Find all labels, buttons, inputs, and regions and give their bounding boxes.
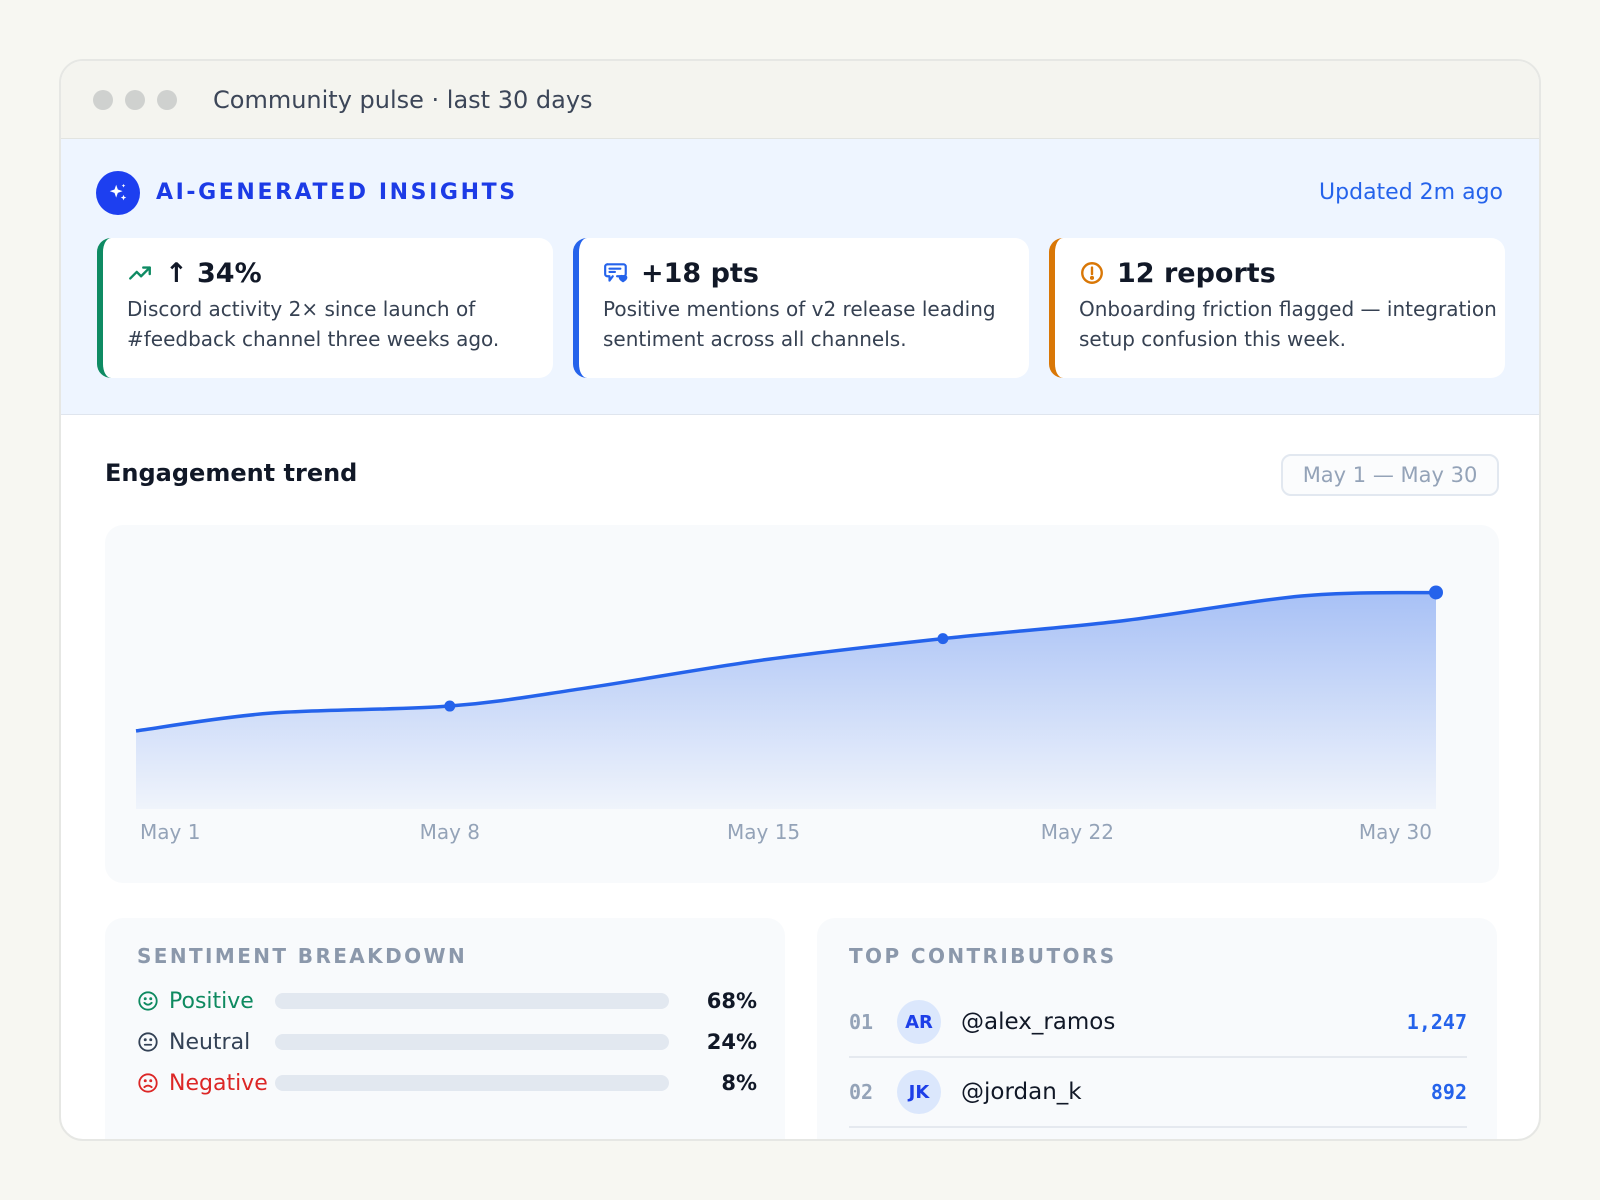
- insight-card-sentiment[interactable]: +18 pts Positive mentions of v2 release …: [573, 238, 1029, 378]
- contributor-handle[interactable]: @alex_ramos: [961, 1009, 1116, 1035]
- sentiment-row-positive: Positive 68%: [137, 986, 757, 1016]
- engagement-line: [135, 590, 1437, 733]
- contributor-count: 892: [1430, 1080, 1467, 1104]
- data-point-may-30[interactable]: [1429, 585, 1443, 600]
- insight-card-activity[interactable]: ↑ 34% Discord activity 2× since launch o…: [97, 238, 553, 378]
- contributor-count: 1,247: [1406, 1010, 1467, 1034]
- engagement-chart-svg: May 1 May 8 May 15 May 22 May 30: [135, 585, 1443, 844]
- date-range-picker[interactable]: May 1 — May 30: [1281, 454, 1499, 496]
- x-tick-label: May 15: [727, 820, 800, 844]
- insight-value: +18 pts: [641, 257, 759, 289]
- insight-text: Onboarding friction flagged — integratio…: [1079, 297, 1497, 351]
- chat-heart-icon: [603, 260, 629, 286]
- updated-timestamp: Updated 2m ago: [1319, 180, 1503, 205]
- sentiment-label: Positive: [169, 988, 254, 1014]
- sentiment-bar-track: [275, 1075, 669, 1091]
- window-minimize-button[interactable]: [125, 89, 145, 110]
- x-tick-label: May 30: [1359, 820, 1432, 844]
- window-title: Community pulse · last 30 days: [213, 85, 593, 114]
- sentiment-row-neutral: Neutral 24%: [137, 1027, 757, 1057]
- contributor-rank: 01: [849, 1010, 874, 1034]
- trending-up-icon: [127, 260, 153, 286]
- data-point-may-8[interactable]: [444, 700, 456, 712]
- frown-icon: [137, 1072, 159, 1094]
- contributor-rank: 02: [849, 1080, 874, 1104]
- contributors-title: TOP CONTRIBUTORS: [849, 944, 1117, 968]
- sentiment-title: SENTIMENT BREAKDOWN: [137, 944, 468, 968]
- engagement-area: [136, 592, 1436, 809]
- contributor-row[interactable]: 01 AR @alex_ramos 1,247: [849, 988, 1467, 1058]
- sentiment-row-negative: Negative 8%: [137, 1068, 757, 1098]
- x-tick-label: May 22: [1041, 820, 1114, 844]
- insights-section: AI-GENERATED INSIGHTS Updated 2m ago ↑ 3…: [61, 139, 1539, 415]
- engagement-chart: May 1 May 8 May 15 May 22 May 30: [105, 525, 1499, 883]
- engagement-trend-title: Engagement trend: [105, 459, 358, 487]
- insight-text: Positive mentions of v2 release leading …: [603, 297, 996, 351]
- x-tick-label: May 8: [420, 820, 480, 844]
- sentiment-label: Neutral: [169, 1029, 251, 1055]
- insight-value: 12 reports: [1117, 257, 1276, 289]
- title-bar: Community pulse · last 30 days: [61, 61, 1539, 139]
- window-maximize-button[interactable]: [157, 89, 177, 110]
- x-tick-label: May 1: [140, 820, 200, 844]
- smile-icon: [137, 990, 159, 1012]
- sentiment-panel: SENTIMENT BREAKDOWN Positive 68% Neutral…: [105, 918, 785, 1139]
- sparkle-icon: [96, 171, 140, 215]
- contributors-panel: TOP CONTRIBUTORS 01 AR @alex_ramos 1,247…: [817, 918, 1497, 1139]
- sentiment-bar-track: [275, 1034, 669, 1050]
- avatar: AR: [897, 1000, 941, 1044]
- window-close-button[interactable]: [93, 89, 113, 110]
- contributor-handle[interactable]: @jordan_k: [961, 1079, 1082, 1105]
- app-window: Community pulse · last 30 days AI-GENERA…: [59, 59, 1541, 1141]
- avatar: JK: [897, 1070, 941, 1114]
- sentiment-percent: 8%: [721, 1071, 757, 1095]
- contributor-row[interactable]: 02 JK @jordan_k 892: [849, 1058, 1467, 1128]
- data-point-may-19[interactable]: [937, 633, 949, 645]
- alert-circle-icon: [1079, 260, 1105, 286]
- neutral-face-icon: [137, 1031, 159, 1053]
- sentiment-percent: 24%: [706, 1030, 757, 1054]
- insight-text: Discord activity 2× since launch of #fee…: [127, 297, 500, 351]
- sentiment-bar-track: [275, 993, 669, 1009]
- sentiment-label: Negative: [169, 1070, 268, 1096]
- insights-label: AI-GENERATED INSIGHTS: [156, 180, 518, 205]
- insight-value: ↑ 34%: [165, 257, 262, 289]
- insight-card-reports[interactable]: 12 reports Onboarding friction flagged —…: [1049, 238, 1505, 378]
- sentiment-percent: 68%: [706, 989, 757, 1013]
